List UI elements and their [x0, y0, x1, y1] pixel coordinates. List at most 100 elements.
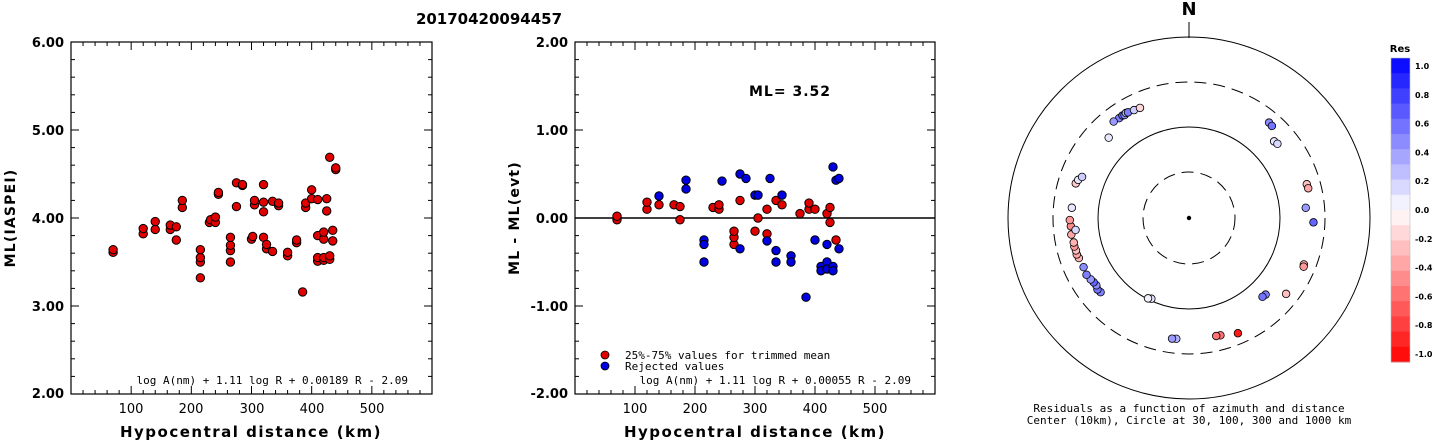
data-point: [762, 204, 772, 214]
x-tick-labels: 100 200 300 400 500: [119, 402, 385, 417]
legend-label-rejected: Rejected values: [625, 360, 724, 373]
range-circle-30km: [1142, 171, 1236, 265]
data-point: [138, 223, 148, 234]
colorbar-swatch: [1391, 164, 1410, 181]
data-point: [312, 194, 323, 205]
data-point: [750, 226, 760, 236]
x-tick-label: 400: [300, 402, 325, 417]
data-point: [248, 231, 258, 242]
range-circle-300km: [1052, 81, 1326, 355]
data-point: [325, 251, 335, 261]
station-residual-point: [1135, 103, 1145, 113]
data-point: [801, 292, 811, 302]
colorbar-tick-labels: 1.0 0.8 0.6 0.4 0.2 0.0 -0.2 -0.4 -0.6 -0.8 -1.0: [1415, 62, 1433, 359]
station-residual-point: [1233, 329, 1243, 338]
y-tick-label: 1.00: [536, 124, 568, 139]
data-point: [171, 235, 181, 245]
panel-azimuth-residuals: N Residuals as a function of azimuth and…: [1007, 0, 1371, 427]
y-tick-label: 2.00: [32, 387, 64, 402]
station-residual-point: [1082, 270, 1091, 280]
data-point: [765, 173, 775, 184]
data-point: [213, 187, 224, 198]
data-point: [258, 197, 269, 207]
data-point: [735, 195, 745, 206]
y-tick-labels: -2.00 -1.00 0.00 1.00 2.00: [531, 36, 568, 402]
data-point: [331, 163, 341, 173]
x-tick-label: 200: [683, 402, 708, 417]
colorbar-swatch: [1391, 134, 1410, 150]
colorbar-tick-label: 0.4: [1415, 148, 1430, 157]
x-tick-label: 500: [863, 402, 888, 417]
colorbar-swatch: [1391, 286, 1410, 302]
colorbar-title: Res: [1390, 44, 1410, 55]
colorbar-swatch: [1391, 103, 1410, 120]
station-residual-point: [1077, 172, 1087, 182]
data-point: [714, 200, 724, 210]
colorbar-swatch: [1391, 118, 1410, 135]
legend: 25%-75% values for trimmed mean Rejected…: [600, 349, 830, 373]
station-residual-point: [1109, 117, 1118, 126]
colorbar-tick-label: 1.0: [1415, 62, 1430, 71]
data-point: [753, 190, 763, 200]
colorbar-swatch: [1391, 255, 1410, 272]
data-point: [762, 236, 772, 246]
data-point: [753, 213, 763, 223]
station-residual-point: [1212, 331, 1221, 341]
data-point: [297, 287, 308, 297]
data-point: [735, 244, 745, 254]
station-residual-point: [1273, 139, 1282, 148]
caption-line-1: Residuals as a function of azimuth and d…: [1033, 402, 1344, 415]
data-point: [612, 211, 622, 221]
data-point: [810, 204, 820, 214]
station-residual-point: [1258, 292, 1267, 302]
data-point: [225, 232, 236, 243]
data-point: [195, 273, 206, 283]
data-point: [717, 176, 727, 186]
colorbar-swatch: [1391, 240, 1410, 257]
colorbar-tick-label: 0.8: [1415, 91, 1430, 100]
station-residual-point: [1071, 225, 1080, 235]
x-tick-label: 400: [803, 402, 828, 417]
station-residual-point: [1301, 203, 1310, 212]
data-point: [328, 225, 338, 236]
colorbar-swatch: [1391, 225, 1410, 241]
data-point: [282, 247, 293, 258]
data-point: [258, 207, 269, 217]
station-residual-point: [1065, 215, 1075, 225]
colorbar-swatch: [1391, 58, 1410, 74]
tick-group: [71, 41, 432, 395]
y-tick-label: 6.00: [32, 36, 64, 51]
station-residual-point: [1069, 238, 1078, 247]
station-residual-point: [1067, 203, 1077, 212]
data-point: [273, 198, 284, 208]
station-residual-point: [1079, 262, 1088, 272]
y-tick-labels: 2.00 3.00 4.00 5.00 6.00: [32, 36, 64, 402]
ml-annotation: ML= 3.52: [749, 84, 831, 100]
epicenter-marker: [1186, 215, 1192, 221]
y-axis-label: ML - ML(evt): [507, 161, 523, 275]
data-point: [822, 239, 832, 250]
x-tick-label: 300: [240, 402, 265, 417]
data-point: [261, 239, 272, 250]
plot-frame: [70, 41, 433, 395]
panel-ml-residual: -2.00 -1.00 0.00 1.00 2.00 100 200 300 4…: [507, 36, 936, 441]
data-point: [834, 244, 844, 254]
station-residual-point: [1281, 289, 1291, 299]
data-point: [654, 191, 664, 201]
colorbar-swatch: [1391, 270, 1410, 287]
data-point: [654, 200, 664, 210]
colorbar-tick-label: -0.6: [1415, 292, 1433, 301]
y-tick-label: 5.00: [32, 124, 64, 139]
data-points: [612, 162, 844, 302]
north-label: N: [1181, 0, 1196, 20]
data-point: [267, 246, 278, 257]
colorbar-tick-label: 0.6: [1415, 120, 1430, 129]
colorbar-swatch: [1391, 346, 1410, 363]
station-residual-point: [1309, 218, 1318, 227]
panel-ml-iaspei: 2.00 3.00 4.00 5.00 6.00 100 200 300 400…: [3, 36, 433, 441]
data-point: [675, 215, 685, 225]
y-axis-label: ML(IASPEI): [3, 169, 19, 268]
legend-marker-rejected: [600, 361, 610, 371]
data-point: [771, 257, 781, 267]
